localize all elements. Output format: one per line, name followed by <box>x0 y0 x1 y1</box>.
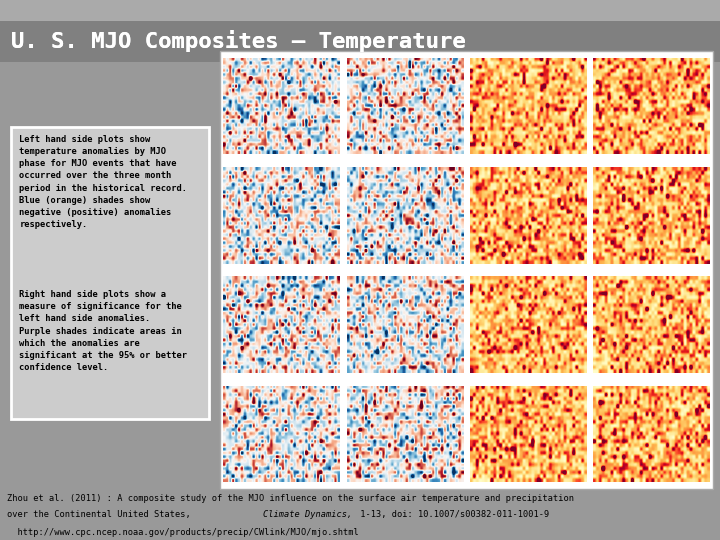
Text: U. S. MJO Composites – Temperature: U. S. MJO Composites – Temperature <box>11 30 466 52</box>
FancyBboxPatch shape <box>11 127 209 418</box>
Text: 1-13, doi: 10.1007/s00382-011-1001-9: 1-13, doi: 10.1007/s00382-011-1001-9 <box>355 510 549 519</box>
Text: Climate Dynamics,: Climate Dynamics, <box>263 510 352 519</box>
Text: over the Continental United States,: over the Continental United States, <box>7 510 196 519</box>
Text: U. S. MJO Composites – Temperature: U. S. MJO Composites – Temperature <box>11 30 466 52</box>
FancyBboxPatch shape <box>0 0 720 21</box>
FancyBboxPatch shape <box>220 51 713 489</box>
Text: http://www.cpc.ncep.noaa.gov/products/precip/CWlink/MJO/mjo.shtml: http://www.cpc.ncep.noaa.gov/products/pr… <box>7 528 359 537</box>
FancyBboxPatch shape <box>0 21 720 62</box>
Text: Right hand side plots show a
measure of significance for the
left hand side anom: Right hand side plots show a measure of … <box>19 290 187 372</box>
Text: Zhou et al. (2011) : A composite study of the MJO influence on the surface air t: Zhou et al. (2011) : A composite study o… <box>7 494 575 503</box>
Text: Left hand side plots show
temperature anomalies by MJO
phase for MJO events that: Left hand side plots show temperature an… <box>19 135 187 229</box>
